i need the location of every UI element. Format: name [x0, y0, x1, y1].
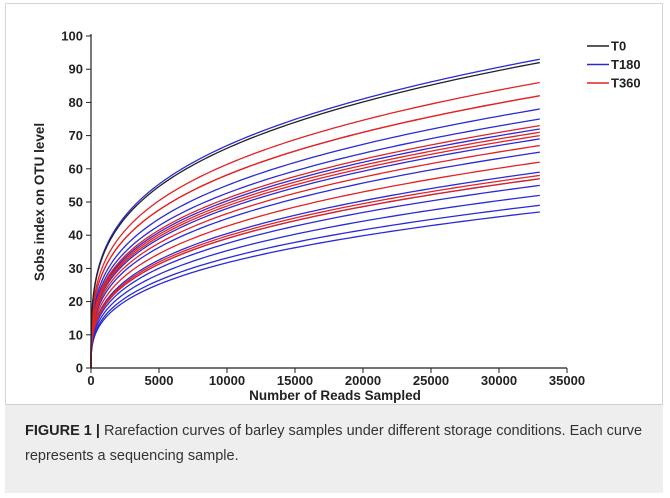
series-line: [90, 138, 540, 369]
series-line: [90, 61, 540, 369]
series-line: [90, 171, 540, 369]
series-line: [90, 134, 540, 369]
y-tick-label: 50: [69, 195, 83, 210]
y-tick-label: 30: [69, 261, 83, 276]
y-tick-label: 80: [69, 95, 83, 110]
x-tick-label: 10000: [209, 373, 245, 388]
y-tick-label: 70: [69, 128, 83, 143]
series-line: [90, 108, 540, 369]
legend-label: T0: [611, 39, 626, 54]
x-axis-title: Number of Reads Sampled: [249, 388, 421, 403]
series-line: [90, 95, 540, 369]
series-line: [90, 178, 540, 369]
caption-label: FIGURE 1 |: [25, 423, 100, 439]
figure-caption: FIGURE 1 | Rarefaction curves of barley …: [5, 404, 663, 493]
series-line: [90, 118, 540, 369]
y-tick-label: 60: [69, 161, 83, 176]
caption-text: Rarefaction curves of barley samples und…: [25, 423, 643, 464]
series-line: [90, 81, 540, 369]
series-line: [90, 161, 540, 369]
legend-label: T360: [611, 76, 641, 91]
series-line: [90, 184, 540, 369]
series-line: [90, 151, 540, 369]
x-tick-label: 30000: [481, 373, 517, 388]
series-line: [90, 211, 540, 369]
series-line: [90, 174, 540, 369]
x-tick-label: 15000: [277, 373, 313, 388]
series-line: [90, 58, 540, 369]
x-tick-label: 35000: [549, 373, 585, 388]
x-tick-label: 25000: [413, 373, 449, 388]
y-axis-title: Sobs index on OTU level: [32, 123, 47, 281]
x-tick-label: 20000: [345, 373, 381, 388]
y-tick-label: 40: [69, 228, 83, 243]
series-line: [90, 204, 540, 369]
y-tick-label: 20: [69, 294, 83, 309]
rarefaction-chart: 0 5000 10000 15000 20000 25000 30000 35000 0 10 20…: [32, 29, 641, 404]
series-line: [90, 128, 540, 369]
x-tick-label: 5000: [145, 373, 174, 388]
y-tick-label: 90: [69, 62, 83, 77]
legend-label: T180: [611, 57, 641, 72]
series-line: [90, 124, 540, 369]
series-line: [90, 178, 540, 369]
series-line: [90, 144, 540, 369]
series-line: [90, 131, 540, 369]
series-line: [90, 194, 540, 369]
y-tick-label: 100: [61, 29, 83, 44]
y-tick-label: 0: [76, 361, 83, 376]
x-tick-label: 0: [87, 373, 94, 388]
y-tick-label: 10: [69, 327, 83, 342]
